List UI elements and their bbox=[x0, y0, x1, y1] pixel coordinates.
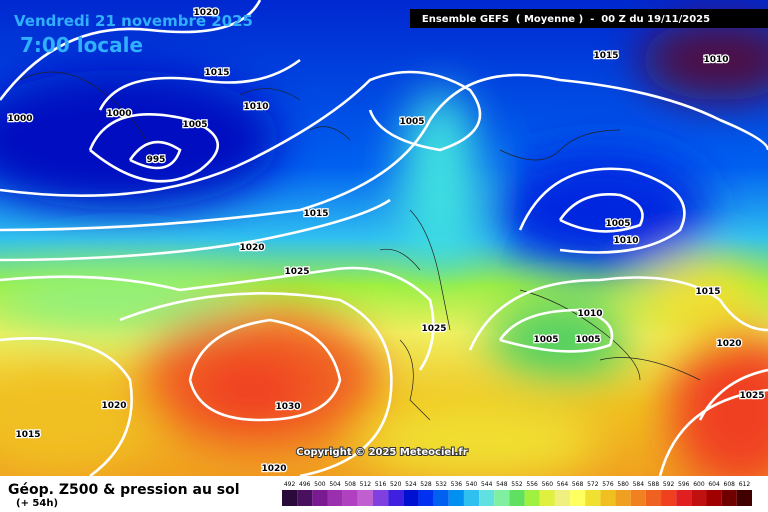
scale-label: 560 bbox=[542, 481, 554, 488]
color-cell bbox=[600, 490, 616, 506]
isobar-label: 1005 bbox=[399, 117, 424, 127]
isobar-label: 1010 bbox=[703, 55, 728, 65]
scale-label: 588 bbox=[648, 481, 660, 488]
isobar-label: 1020 bbox=[239, 243, 264, 253]
isobar-label: 1015 bbox=[695, 287, 720, 297]
isobar-label: 1025 bbox=[284, 267, 309, 277]
isobar-label: 1005 bbox=[182, 120, 207, 130]
scale-label: 572 bbox=[587, 481, 599, 488]
isobar-label: 1010 bbox=[613, 236, 638, 246]
color-cell bbox=[327, 490, 343, 506]
scale-label: 496 bbox=[299, 481, 311, 488]
color-cell bbox=[554, 490, 571, 506]
isobar-label: 1010 bbox=[243, 102, 268, 112]
color-cell bbox=[282, 490, 298, 506]
scale-label: 568 bbox=[572, 481, 584, 488]
color-cell bbox=[721, 490, 737, 506]
color-cell bbox=[585, 490, 601, 506]
color-cell bbox=[736, 490, 752, 506]
lead-time: (+ 54h) bbox=[16, 498, 58, 509]
isobar-label: 1025 bbox=[739, 391, 764, 401]
scale-label: 500 bbox=[314, 481, 326, 488]
run-info: Ensemble GEFS ( Moyenne ) - 00 Z du 19/1… bbox=[422, 14, 710, 25]
copyright: Copyright © 2025 Meteociel.fr bbox=[296, 447, 467, 458]
isobar-label: 1015 bbox=[303, 209, 328, 219]
color-cell bbox=[403, 490, 419, 506]
isobar-label: 1025 bbox=[421, 324, 446, 334]
isobar-label: 1010 bbox=[577, 309, 602, 319]
color-cell bbox=[524, 490, 540, 506]
scale-label: 524 bbox=[405, 481, 417, 488]
isobar-label: 1005 bbox=[605, 219, 630, 229]
scale-label: 548 bbox=[496, 481, 508, 488]
scale-label: 532 bbox=[435, 481, 447, 488]
isobar-label: 1015 bbox=[593, 51, 618, 61]
scale-label: 508 bbox=[344, 481, 356, 488]
color-cell bbox=[312, 490, 328, 506]
isobar-label: 1005 bbox=[575, 335, 600, 345]
scale-label: 592 bbox=[663, 481, 675, 488]
scale-label: 596 bbox=[678, 481, 690, 488]
date: Vendredi 21 novembre 2025 bbox=[14, 12, 253, 30]
color-cell bbox=[342, 490, 358, 506]
color-cell bbox=[539, 490, 555, 506]
scale-label: 504 bbox=[329, 481, 341, 488]
isobar-label: 1020 bbox=[101, 401, 126, 411]
isobar-label: 1020 bbox=[193, 8, 218, 18]
color-cell bbox=[630, 490, 646, 506]
color-cell bbox=[463, 490, 480, 506]
color-cell bbox=[570, 490, 586, 506]
color-scale: 492 496 500 504 508 512 516 520 524 528 532 536 540 5… bbox=[282, 481, 752, 506]
isobar-label: 1005 bbox=[533, 335, 558, 345]
scale-label: 528 bbox=[420, 481, 432, 488]
color-cell bbox=[297, 490, 313, 506]
color-cell bbox=[388, 490, 404, 506]
isobar-label: 1020 bbox=[716, 339, 741, 349]
color-cell bbox=[706, 490, 722, 506]
scale-label: 520 bbox=[390, 481, 402, 488]
scale-label: 564 bbox=[557, 481, 569, 488]
scale-label: 556 bbox=[526, 481, 538, 488]
footer-title: Géop. Z500 & pression au sol bbox=[8, 482, 240, 498]
isobar-label: 1015 bbox=[204, 68, 229, 78]
scale-label: 512 bbox=[360, 481, 372, 488]
color-cell bbox=[645, 490, 662, 506]
color-cell bbox=[494, 490, 510, 506]
isobar-label: 1000 bbox=[7, 114, 32, 124]
color-cell bbox=[433, 490, 449, 506]
scale-label: 540 bbox=[466, 481, 478, 488]
scale-label: 544 bbox=[481, 481, 493, 488]
color-cell bbox=[615, 490, 631, 506]
scale-label: 536 bbox=[451, 481, 463, 488]
scale-label: 516 bbox=[375, 481, 387, 488]
color-cell bbox=[479, 490, 495, 506]
color-cell bbox=[509, 490, 525, 506]
color-cell bbox=[661, 490, 677, 506]
color-cell bbox=[448, 490, 464, 506]
isobar-labels: 1020 1015 1010 1005 1000 1000 995 1005 1015 1010 1… bbox=[6, 7, 766, 476]
field bbox=[0, 0, 768, 476]
isobar-label: 1015 bbox=[15, 430, 40, 440]
local-time: 7:00 locale bbox=[20, 33, 143, 57]
scale-label: 612 bbox=[739, 481, 751, 488]
run-box bbox=[410, 9, 768, 28]
scale-label: 576 bbox=[602, 481, 614, 488]
scale-label: 604 bbox=[708, 481, 720, 488]
color-cell bbox=[676, 490, 692, 506]
scale-label: 552 bbox=[511, 481, 523, 488]
isobar-label: 995 bbox=[147, 155, 166, 165]
isobar-label: 1030 bbox=[275, 402, 300, 412]
color-cell bbox=[372, 490, 389, 506]
color-cell bbox=[418, 490, 434, 506]
scale-label: 584 bbox=[633, 481, 645, 488]
color-cell bbox=[357, 490, 373, 506]
scale-label: 600 bbox=[693, 481, 705, 488]
scale-label: 608 bbox=[724, 481, 736, 488]
scale-label: 492 bbox=[284, 481, 296, 488]
scale-label: 580 bbox=[617, 481, 629, 488]
isobar-label: 1000 bbox=[106, 109, 131, 119]
color-cell bbox=[691, 490, 707, 506]
isobar-label: 1020 bbox=[261, 464, 286, 474]
